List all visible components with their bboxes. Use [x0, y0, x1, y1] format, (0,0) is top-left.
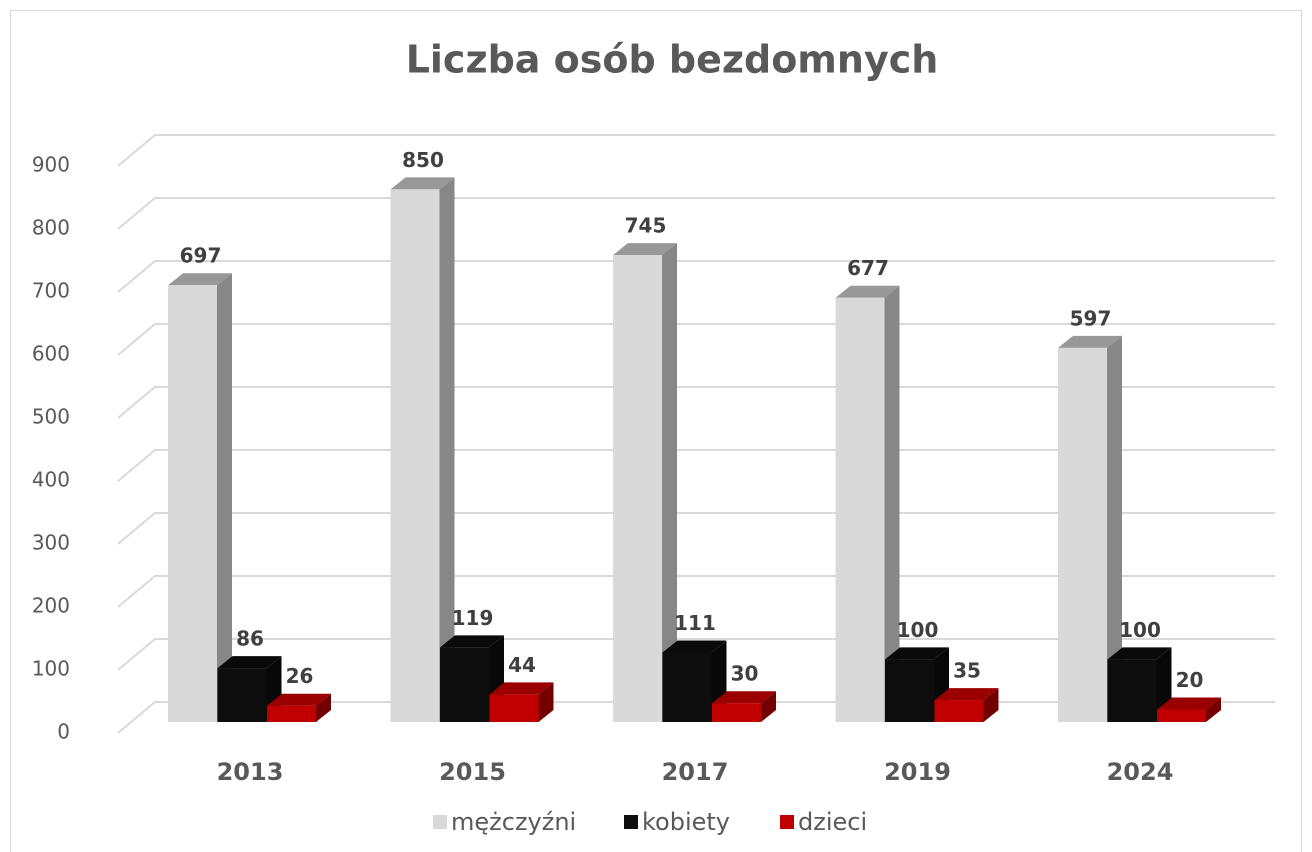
bar [489, 694, 539, 722]
legend-swatch [780, 815, 794, 829]
bar [168, 285, 217, 722]
y-tick-label: 900 [32, 153, 70, 177]
bar [217, 668, 267, 722]
legend-label: mężczyźni [451, 808, 576, 836]
y-tick-label: 800 [32, 216, 70, 240]
bar [712, 703, 761, 722]
data-label: 677 [847, 256, 889, 280]
data-label: 597 [1070, 306, 1112, 330]
bar-side [316, 693, 331, 722]
bar-side [217, 273, 232, 722]
data-label: 30 [731, 662, 759, 686]
data-label: 745 [625, 214, 667, 238]
bar-top [712, 691, 776, 704]
y-tick-label: 500 [32, 405, 70, 429]
bar [267, 705, 316, 722]
bar [1157, 709, 1206, 722]
bar-top [835, 285, 900, 298]
legend-label: kobiety [642, 808, 730, 836]
grid-line [117, 134, 1275, 167]
data-label: 100 [1119, 618, 1161, 642]
bar [613, 255, 662, 722]
data-label: 100 [897, 618, 939, 642]
bar [885, 659, 934, 722]
bar-side [983, 688, 999, 722]
bar-top [1157, 697, 1221, 710]
bar [1107, 659, 1157, 722]
bar-top [390, 177, 455, 190]
bar-side [761, 691, 776, 722]
x-tick-label: 2019 [884, 758, 951, 786]
y-tick-label: 400 [32, 468, 70, 492]
x-tick-label: 2017 [662, 758, 729, 786]
legend-label: dzieci [798, 808, 867, 836]
bar-side [662, 243, 677, 722]
data-label: 111 [674, 611, 716, 635]
bar-top [217, 656, 282, 669]
y-tick-label: 200 [32, 594, 70, 618]
bar-side [538, 682, 554, 722]
bar [835, 297, 885, 722]
bar-top [613, 243, 677, 256]
data-label: 86 [236, 627, 264, 651]
x-tick-label: 2015 [439, 758, 506, 786]
grid-line [117, 260, 1275, 293]
x-tick-label: 2013 [217, 758, 284, 786]
legend-swatch [624, 815, 638, 829]
data-label: 44 [508, 653, 536, 677]
grid-line [117, 638, 1275, 671]
bar-side [1107, 335, 1122, 722]
grid-line [117, 512, 1275, 545]
bar-top [885, 647, 949, 660]
data-label: 697 [180, 244, 222, 268]
data-label: 35 [953, 659, 981, 683]
bar-top [168, 273, 232, 286]
x-tick-label: 2024 [1107, 758, 1174, 786]
bar-top [1107, 647, 1172, 660]
grid-line [117, 323, 1275, 356]
bar-top [662, 640, 727, 653]
bar [934, 700, 984, 722]
grid-line [117, 386, 1275, 419]
data-label: 26 [286, 664, 314, 688]
y-tick-label: 100 [32, 657, 70, 681]
bar [390, 189, 440, 723]
data-label: 850 [402, 148, 444, 172]
grid-line [117, 575, 1275, 608]
grid-line [117, 449, 1275, 482]
grid-line [117, 197, 1275, 230]
bar [440, 647, 489, 722]
bar-top [1058, 335, 1122, 348]
bar-top [440, 635, 504, 648]
y-tick-label: 700 [32, 279, 70, 303]
bar-side [884, 285, 900, 722]
bar-side [1206, 697, 1221, 722]
bar-top [934, 688, 999, 701]
data-label: 20 [1176, 668, 1204, 692]
y-tick-label: 600 [32, 342, 70, 366]
y-tick-label: 300 [32, 531, 70, 555]
legend-swatch [433, 815, 447, 829]
y-tick-label: 0 [57, 720, 70, 744]
bar [662, 652, 712, 722]
data-label: 119 [452, 606, 494, 630]
bar-top [489, 682, 554, 695]
bar-side [439, 177, 455, 723]
bar-top [267, 693, 331, 706]
chart-title: Liczba osób bezdomnych [406, 38, 939, 82]
bar [1058, 347, 1107, 722]
